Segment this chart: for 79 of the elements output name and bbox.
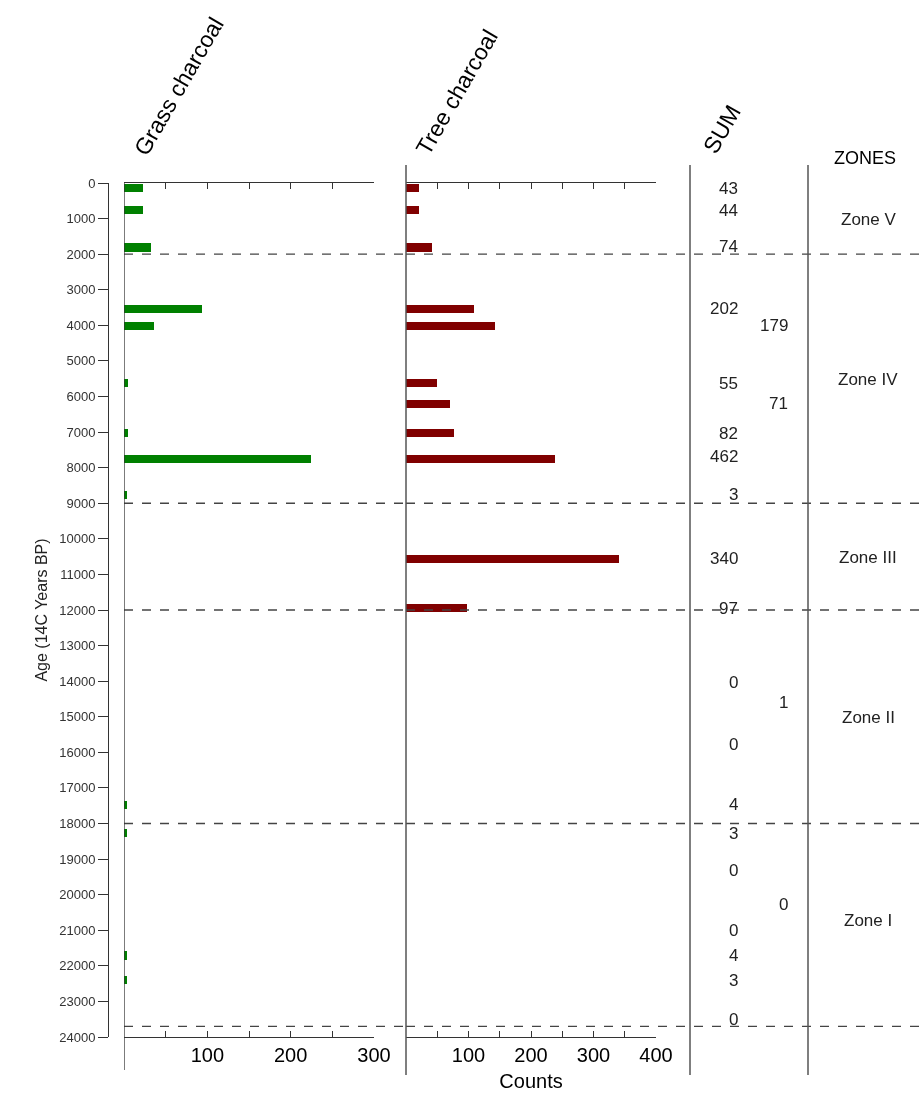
bar (406, 183, 419, 193)
y-tick-label: 2000 (66, 246, 96, 262)
text: 202 (710, 299, 739, 318)
text: 0 (729, 921, 739, 940)
y-tick-label: 1000 (66, 211, 96, 227)
text: 0 (729, 735, 739, 754)
text: 0 (779, 895, 789, 914)
y-tick-label: 18000 (59, 816, 96, 832)
text: ZONES (834, 148, 897, 168)
y-tick-label: 23000 (59, 993, 96, 1009)
bar (124, 322, 154, 331)
y-tick-label: 9000 (66, 495, 96, 511)
x-tick-label: 300 (357, 1044, 391, 1067)
text: 43 (719, 179, 738, 198)
bar (406, 554, 619, 563)
text: 55 (719, 374, 738, 393)
y-tick-label: 13000 (59, 638, 96, 654)
y-tick-label: 5000 (66, 353, 96, 369)
x-axis-title: Counts (499, 1069, 563, 1092)
text: 1 (779, 693, 789, 712)
y-tick-label: 22000 (59, 958, 96, 974)
text: Zone I (844, 911, 893, 930)
y-tick-label: 3000 (66, 282, 96, 298)
text: 74 (719, 237, 738, 256)
bar (124, 304, 203, 313)
text: Zone IV (838, 370, 899, 389)
bar (406, 205, 420, 214)
text: Zone II (842, 708, 895, 727)
y-tick-label: 14000 (59, 673, 96, 689)
text: Zone III (839, 548, 897, 567)
y-tick-label: 4000 (66, 317, 96, 333)
bar (406, 429, 455, 438)
y-tick-label: 12000 (59, 602, 96, 618)
bar (406, 322, 496, 331)
y-tick-label: 8000 (66, 460, 96, 476)
x-tick-label: 100 (451, 1044, 486, 1067)
y-tick-label: 10000 (59, 531, 96, 547)
y-axis-title: Age (14C Years BP) (32, 538, 50, 682)
y-tick-label: 0 (88, 175, 96, 191)
text: 0 (729, 1010, 739, 1029)
y-tick-label: 21000 (59, 922, 96, 938)
text: 4 (729, 795, 739, 814)
bar (406, 379, 438, 388)
bar (124, 205, 144, 214)
x-tick-label: 200 (273, 1044, 308, 1067)
x-tick-label: 200 (514, 1044, 548, 1067)
text: 3 (729, 824, 739, 843)
text: 340 (710, 549, 739, 568)
y-tick-label: 19000 (59, 851, 96, 867)
bar (124, 243, 151, 252)
y-tick-label: 24000 (59, 1029, 96, 1045)
text: 3 (729, 971, 739, 990)
bar (406, 454, 555, 463)
x-tick-label: 300 (576, 1044, 611, 1067)
y-tick-label: 17000 (59, 780, 96, 796)
y-tick-label: 15000 (59, 709, 96, 725)
text: 82 (719, 424, 738, 443)
bar (406, 304, 474, 313)
text: 179 (760, 316, 789, 335)
y-tick-label: 6000 (66, 389, 96, 405)
text: 0 (729, 673, 739, 692)
y-tick-label: 16000 (59, 744, 96, 760)
x-tick-label: 400 (639, 1044, 673, 1067)
text: 0 (729, 861, 739, 880)
text: 71 (769, 394, 788, 413)
text: 4 (729, 946, 739, 965)
text: 97 (719, 599, 738, 618)
bar (124, 183, 144, 193)
y-tick-label: 7000 (66, 424, 96, 440)
bar (406, 243, 433, 252)
x-tick-label: 100 (190, 1044, 225, 1067)
text: Zone V (841, 210, 897, 229)
text: 3 (729, 485, 739, 504)
bar (406, 400, 451, 409)
y-tick-label: 20000 (59, 887, 96, 903)
text: 44 (719, 201, 738, 220)
bar (124, 454, 311, 463)
y-tick-label: 11000 (60, 566, 96, 582)
text: 462 (710, 447, 739, 466)
